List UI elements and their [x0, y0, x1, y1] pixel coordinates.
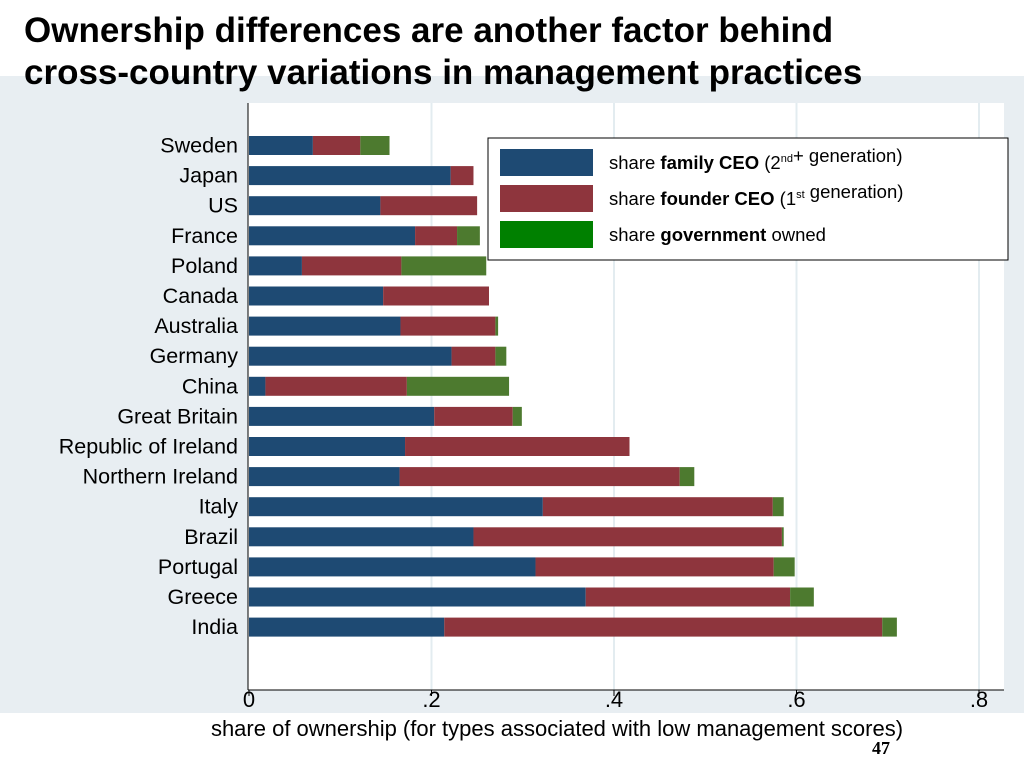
y-tick-label: Canada [163, 284, 238, 308]
slide-title: Ownership differences are another factor… [24, 10, 1004, 94]
y-tick-label: Portugal [158, 555, 238, 579]
bar-family-japan [249, 166, 451, 186]
bar-government-india [882, 617, 897, 637]
bar-government-great-britain [512, 406, 522, 426]
y-tick-label: Greece [167, 585, 238, 609]
bar-family-poland [249, 256, 302, 276]
bar-government-china [406, 376, 510, 396]
legend-swatch-government [500, 221, 593, 248]
slide-title-line-1: Ownership differences are another factor… [24, 11, 834, 50]
bar-founder-republic-of-ireland [405, 437, 630, 456]
bar-founder-china [265, 376, 407, 396]
bar-family-northern-ireland [249, 467, 400, 487]
bar-family-greece [249, 587, 586, 607]
bar-founder-portugal [535, 557, 774, 577]
legend-label-government: share government owned [609, 224, 826, 245]
bar-family-republic-of-ireland [249, 437, 406, 456]
x-tick-label: .2 [422, 687, 440, 712]
bar-founder-poland [301, 256, 402, 276]
y-tick-label: US [208, 194, 238, 218]
bar-family-china [249, 376, 266, 396]
bar-family-australia [249, 316, 401, 336]
y-tick-label: Germany [150, 344, 239, 368]
bar-family-germany [249, 346, 452, 366]
bar-government-brazil [781, 527, 784, 547]
bar-government-poland [401, 256, 487, 276]
bar-government-greece [790, 587, 814, 607]
x-tick-label: .6 [787, 687, 805, 712]
y-tick-label: Japan [179, 164, 238, 188]
bar-founder-brazil [473, 527, 782, 547]
bar-family-italy [249, 497, 543, 517]
bar-founder-italy [542, 497, 773, 517]
y-tick-label: Northern Ireland [83, 465, 238, 489]
bar-family-france [249, 226, 416, 246]
y-tick-label: China [182, 374, 238, 398]
y-tick-label: Brazil [184, 525, 238, 549]
bar-founder-great-britain [434, 406, 513, 426]
x-tick-label: .4 [605, 687, 623, 712]
bar-founder-greece [585, 587, 791, 607]
bar-family-brazil [249, 527, 474, 547]
bar-founder-japan [450, 166, 474, 186]
bar-government-northern-ireland [679, 467, 695, 487]
bar-family-sweden [249, 136, 313, 155]
bar-founder-sweden [312, 136, 361, 155]
bar-family-great-britain [249, 406, 435, 426]
x-tick-label: .8 [970, 687, 988, 712]
bar-founder-us [380, 196, 478, 216]
bar-founder-france [415, 226, 458, 246]
slide-title-line-2: cross-country variations in management p… [24, 53, 863, 92]
bar-founder-canada [383, 286, 489, 306]
legend-swatch-founder [500, 185, 593, 212]
legend-swatch-family [500, 149, 593, 176]
page-number: 47 [872, 738, 890, 758]
y-tick-label: Australia [154, 314, 238, 338]
y-tick-label: India [191, 615, 238, 639]
x-tick-label: 0 [243, 687, 255, 712]
bar-founder-northern-ireland [399, 467, 680, 487]
bar-founder-india [444, 617, 883, 637]
y-tick-label: Sweden [160, 134, 238, 158]
bar-founder-germany [451, 346, 496, 366]
bar-government-australia [495, 316, 499, 336]
y-tick-label: Poland [171, 254, 238, 278]
bar-family-portugal [249, 557, 536, 577]
bar-family-india [249, 617, 445, 637]
y-tick-label: Republic of Ireland [59, 435, 238, 459]
legend-label-family: share family CEO (2nd+ generation) [609, 145, 903, 173]
x-axis-title: share of ownership (for types associated… [211, 716, 903, 741]
legend-label-founder: share founder CEO (1st generation) [609, 181, 903, 209]
y-tick-label: Great Britain [117, 404, 238, 428]
y-tick-label: Italy [199, 495, 239, 519]
y-tick-label: France [171, 224, 238, 248]
bar-government-germany [495, 346, 507, 366]
bar-family-us [249, 196, 381, 216]
bar-government-portugal [773, 557, 795, 577]
bar-family-canada [249, 286, 384, 306]
bar-founder-australia [400, 316, 496, 336]
bar-government-italy [772, 497, 784, 517]
bar-government-france [457, 226, 480, 246]
bar-government-sweden [360, 136, 390, 155]
